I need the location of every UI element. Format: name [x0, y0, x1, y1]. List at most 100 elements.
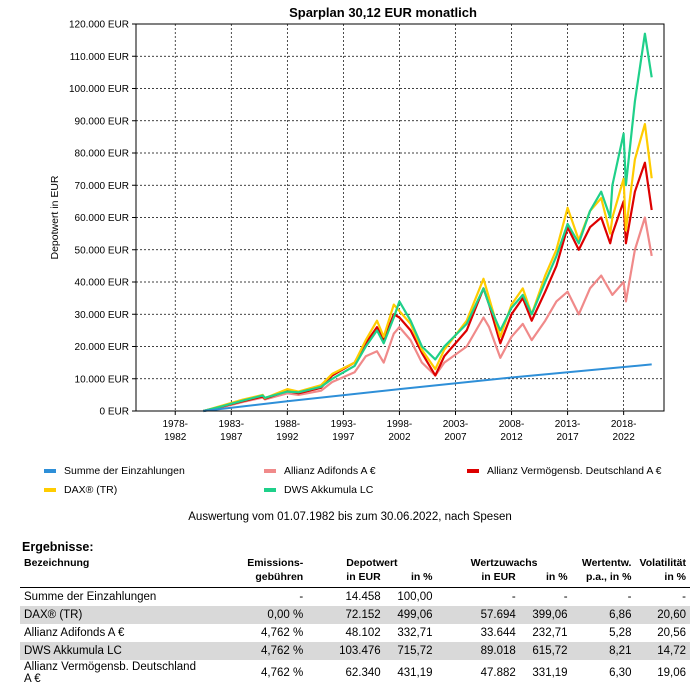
y-tick-label: 70.000 EUR: [75, 181, 129, 192]
y-tick-label: 80.000 EUR: [75, 149, 129, 160]
header-bezeichnung: Bezeichnung: [24, 557, 90, 569]
table-row: DWS Akkumula LC 4,762 % 103.476 715,72 8…: [20, 642, 690, 660]
cell-fee: 4,762 %: [207, 642, 308, 660]
y-tick-label: 0 EUR: [100, 407, 129, 418]
header-volatilitaet-1: Volatilität: [639, 557, 686, 569]
cell-name: Allianz Vermögensb. Deutschland A €: [24, 661, 196, 685]
header-wz-eur: in EUR: [436, 570, 520, 588]
cell-vol: 19,06: [657, 667, 686, 679]
x-tick-label: 1988-: [275, 419, 301, 430]
y-tick-label: 10.000 EUR: [75, 374, 129, 385]
x-tick-label: 1978-: [162, 419, 188, 430]
cell-fee: 0,00 %: [207, 606, 308, 624]
cell-vol: -: [682, 591, 686, 603]
cell-dep-eur: 103.476: [307, 642, 385, 660]
cell-pa: 6,30: [609, 667, 632, 679]
y-tick-label: 30.000 EUR: [75, 310, 129, 321]
header-wertentw-1: Wertentw.: [581, 557, 632, 569]
cell-fee: 4,762 %: [261, 667, 304, 679]
cell-wz-pct: -: [563, 591, 568, 603]
series-line-2: [203, 161, 653, 413]
legend-item-vermoegensb: Allianz Vermögensb. Deutschland A €: [467, 465, 662, 477]
legend-label: DWS Akkumula LC: [284, 484, 374, 496]
x-tick-label: 1983-: [218, 419, 244, 430]
x-tick-label: 2012: [500, 432, 523, 443]
cell-pa: 8,21: [571, 642, 636, 660]
cell-wz-pct: 232,71: [532, 627, 568, 639]
cell-fee: 4,762 %: [261, 627, 304, 639]
series-lines: [202, 32, 653, 413]
table-row: Allianz Vermögensb. Deutschland A € 4,76…: [20, 660, 690, 686]
cell-vol: 20,56: [657, 627, 686, 639]
legend-label: Summe der Einzahlungen: [64, 465, 185, 477]
results-table: Bezeichnung Emissions- Depotwert Wertzuw…: [20, 556, 690, 686]
cell-dep-pct: 499,06: [384, 606, 437, 624]
x-tick-label: 1998-: [387, 419, 413, 430]
header-wz-pct: in %: [519, 570, 572, 588]
x-tick-label: 2013-: [555, 419, 581, 430]
cell-dep-eur: 72.152: [307, 606, 385, 624]
x-tick-label: 1993-: [331, 419, 357, 430]
x-tick-label: 2022: [613, 432, 636, 443]
cell-dep-pct: 431,19: [397, 667, 433, 679]
y-tick-label: 20.000 EUR: [75, 342, 129, 353]
legend-swatch: [44, 488, 56, 492]
header-wertentw-2: p.a., in %: [571, 570, 636, 588]
header-dep-eur: in EUR: [307, 570, 385, 588]
legend-swatch: [467, 469, 479, 473]
legend-label: DAX® (TR): [64, 484, 118, 496]
y-tick-label: 100.000 EUR: [69, 84, 129, 95]
x-tick-label: 1982: [164, 432, 187, 443]
x-tick-label: 2018-: [611, 419, 637, 430]
x-tick-label: 2007: [444, 432, 467, 443]
series-line-4: [203, 32, 653, 413]
cell-wz-pct: 615,72: [519, 642, 572, 660]
cell-dep-pct: 100,00: [397, 591, 433, 603]
header-wertzuwachs: Wertzuwachs: [470, 557, 538, 569]
cell-dep-eur: 14.458: [345, 591, 381, 603]
cell-wz-eur: 33.644: [480, 627, 516, 639]
legend-item-dax: DAX® (TR): [44, 484, 117, 496]
cell-wz-pct: 331,19: [532, 667, 568, 679]
x-tick-label: 2002: [388, 432, 411, 443]
legend-item-adifonds: Allianz Adifonds A €: [264, 465, 376, 477]
header-depotwert: Depotwert: [346, 557, 398, 569]
legend-swatch: [264, 469, 276, 473]
legend-item-dws: DWS Akkumula LC: [264, 484, 373, 496]
cell-wz-eur: 89.018: [436, 642, 520, 660]
table-row: DAX® (TR) 0,00 % 72.152 499,06 57.694 39…: [20, 606, 690, 624]
series-line-0: [203, 363, 652, 412]
axes: 0 EUR 10.000 EUR 20.000 EUR 30.000 EUR 40.00…: [69, 20, 665, 443]
y-tick-label: 90.000 EUR: [75, 116, 129, 127]
evaluation-note: Auswertung vom 01.07.1982 bis zum 30.06.…: [188, 511, 512, 523]
plot-frame: [135, 23, 665, 412]
x-tick-label: 2003-: [443, 419, 469, 430]
table-row: Summe der Einzahlungen - 14.458 100,00 -…: [20, 588, 690, 607]
legend-item-einzahlungen: Summe der Einzahlungen: [44, 465, 185, 477]
cell-dep-eur: 62.340: [345, 667, 381, 679]
header-emission-2: gebühren: [207, 570, 308, 588]
cell-wz-eur: 47.882: [480, 667, 516, 679]
header-spacer: [20, 570, 208, 588]
cell-name: Allianz Adifonds A €: [24, 627, 125, 639]
cell-wz-eur: 57.694: [436, 606, 520, 624]
y-tick-label: 50.000 EUR: [75, 245, 129, 256]
x-tick-label: 1997: [332, 432, 355, 443]
cell-name: DWS Akkumula LC: [20, 642, 208, 660]
legend-swatch: [44, 469, 56, 473]
cell-name: Summe der Einzahlungen: [24, 591, 157, 603]
x-tick-label: 2017: [556, 432, 579, 443]
cell-vol: 20,60: [635, 606, 690, 624]
gridlines: [136, 23, 664, 411]
cell-vol: 14,72: [635, 642, 690, 660]
header-volatilitaet-2: in %: [635, 570, 690, 588]
cell-dep-pct: 715,72: [384, 642, 437, 660]
cell-pa: -: [627, 591, 632, 603]
y-axis-label: Depotwert in EUR: [49, 175, 61, 259]
x-tick-label: 1992: [276, 432, 299, 443]
y-tick-label: 120.000 EUR: [69, 20, 129, 31]
legend-label: Allianz Adifonds A €: [284, 465, 376, 477]
results-title: Ergebnisse:: [22, 540, 94, 554]
legend-swatch: [264, 488, 276, 492]
x-tick-label: 2008-: [499, 419, 525, 430]
